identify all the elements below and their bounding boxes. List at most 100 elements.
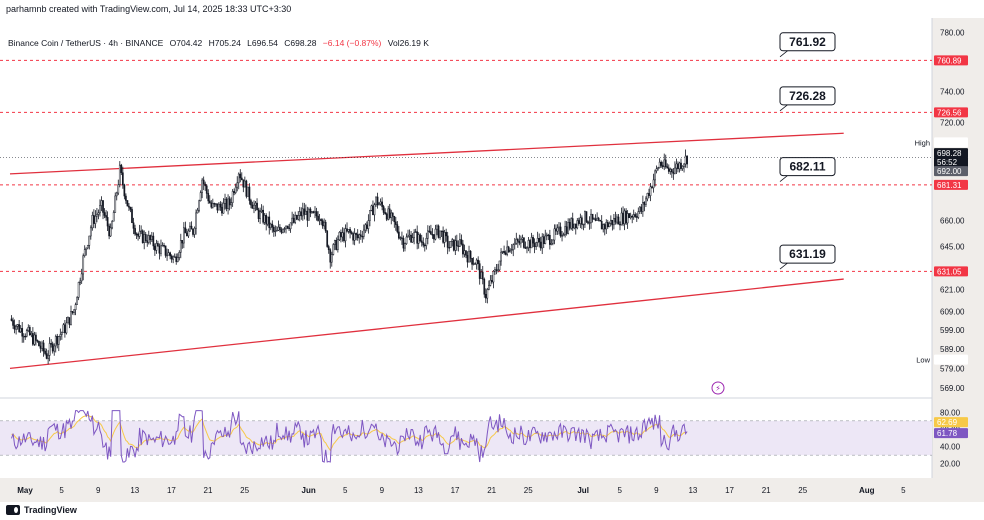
candle-body	[430, 231, 432, 235]
candle-body	[497, 269, 499, 272]
candle-body	[344, 228, 347, 242]
candle-body	[289, 222, 292, 230]
candle-body	[468, 250, 470, 263]
candle-body	[157, 243, 159, 247]
candle-body	[489, 280, 492, 286]
price-tag	[934, 107, 968, 118]
candle-body	[364, 224, 367, 231]
candle-body	[51, 343, 54, 352]
candle-body	[449, 241, 452, 248]
candle-body	[94, 215, 97, 224]
candle-body	[317, 215, 319, 221]
candle-body	[635, 216, 638, 218]
price-tag	[934, 137, 968, 148]
candle-body	[93, 215, 95, 224]
price-chart[interactable]: 780.00760.00740.00720.00700.00660.00645.…	[0, 18, 984, 502]
candle-body	[332, 244, 335, 255]
candle-body	[308, 208, 310, 221]
candle-body	[347, 229, 350, 232]
symbol-info-line: Binance Coin / TetherUS · 4h · BINANCE O…	[8, 38, 433, 48]
candle-body	[117, 184, 120, 194]
candle-body	[21, 328, 24, 337]
candle-body	[533, 242, 536, 248]
candle-body	[163, 245, 165, 247]
chart-area[interactable]: 780.00760.00740.00720.00700.00660.00645.…	[0, 18, 984, 502]
candle-body	[352, 233, 354, 241]
y-axis-tick-label: 780.00	[940, 28, 965, 37]
candle-body	[559, 226, 562, 237]
candle-body	[593, 218, 595, 220]
candle-body	[131, 209, 133, 224]
candle-body	[330, 254, 333, 263]
candle-body	[297, 215, 300, 220]
candle-body	[245, 180, 248, 197]
candle-body	[455, 240, 458, 247]
candle-body	[603, 224, 606, 230]
candle-body	[637, 211, 640, 218]
rsi-value-tag-label: 62.69	[937, 418, 958, 427]
candle-body	[547, 234, 550, 237]
candle-body	[402, 238, 405, 249]
price-change: −6.14 (−0.87%)	[322, 38, 382, 48]
x-axis-tick-label: 21	[487, 486, 496, 495]
candle-body	[333, 240, 336, 245]
candle-body	[279, 226, 281, 230]
candle-body	[181, 240, 184, 244]
x-axis-tick-label: 25	[524, 486, 533, 495]
candle-body	[167, 252, 170, 256]
candle-body	[536, 238, 539, 243]
candle-body	[425, 238, 428, 246]
candle-body	[520, 239, 522, 244]
candle-body	[436, 225, 438, 230]
candle-body	[205, 185, 208, 194]
candle-body	[492, 271, 495, 283]
candle-body	[225, 198, 228, 209]
y-axis-tick-label: 621.00	[940, 285, 965, 294]
candle-body	[524, 247, 527, 249]
candle-body	[106, 217, 109, 227]
candle-body	[597, 217, 600, 221]
candle-body	[581, 217, 583, 225]
x-axis-tick-label: 17	[725, 486, 734, 495]
candle-body	[173, 256, 176, 258]
candle-body	[141, 230, 144, 243]
candle-body	[541, 236, 544, 249]
candle-body	[610, 219, 612, 224]
candle-body	[518, 240, 521, 244]
candle-body	[488, 285, 490, 290]
candle-body	[570, 218, 573, 229]
candle-body	[585, 211, 588, 222]
rsi-band-fill	[0, 420, 932, 456]
candle-body	[587, 221, 589, 224]
candle-body	[654, 170, 656, 181]
candle-body	[210, 202, 213, 208]
candle-body	[155, 243, 158, 251]
candle-body	[454, 240, 457, 251]
candle-body	[417, 234, 420, 244]
candle-body	[233, 191, 236, 193]
candle-body	[320, 219, 322, 221]
candle-body	[109, 227, 112, 237]
x-axis-tick-label: Aug	[859, 486, 875, 495]
candle-body	[218, 203, 220, 211]
candle-body	[272, 226, 275, 232]
candle-body	[253, 204, 255, 209]
candle-body	[527, 240, 530, 248]
candle-body	[160, 245, 162, 254]
channel-upper-line	[9, 132, 844, 175]
candle-body	[506, 246, 508, 255]
candle-body	[388, 208, 391, 218]
candle-body	[445, 232, 447, 237]
candle-body	[446, 235, 449, 248]
candle-body	[292, 217, 295, 223]
candle-body	[228, 198, 231, 206]
candle-body	[367, 220, 370, 229]
candle-body	[112, 212, 115, 222]
candle-body	[620, 212, 623, 226]
candle-body	[337, 239, 339, 250]
candle-body	[472, 263, 475, 265]
candle-body	[276, 229, 278, 232]
candle-body	[283, 228, 286, 230]
candle-body	[396, 224, 399, 233]
